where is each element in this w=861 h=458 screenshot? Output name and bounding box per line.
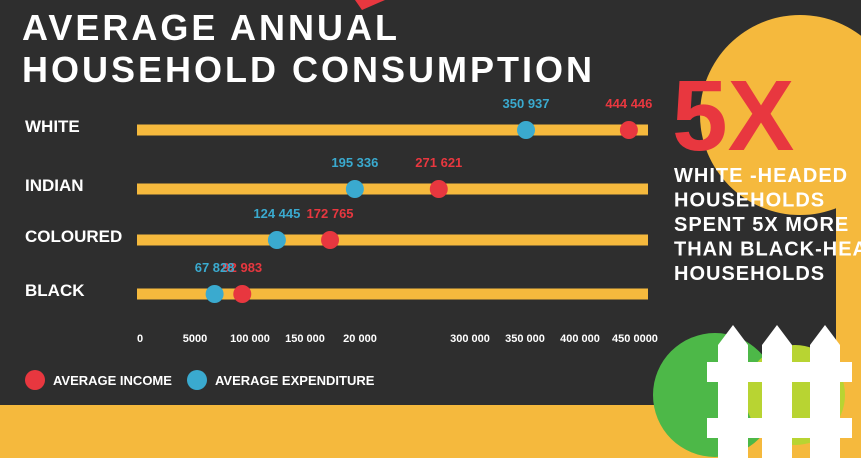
x-tick-label: 400 000 [560, 333, 600, 345]
dot [346, 180, 364, 198]
category-label: INDIAN [25, 176, 84, 195]
x-tick-label: 100 000 [230, 333, 270, 345]
dot [321, 231, 339, 249]
dot [620, 121, 638, 139]
data-label: 350 937 [503, 96, 550, 111]
x-tick-label: 150 000 [285, 333, 325, 345]
x-tick-label: 20 000 [343, 333, 377, 345]
legend-marker [25, 370, 45, 390]
callout-text: THAN BLACK-HEADED [674, 239, 861, 261]
track [137, 235, 648, 246]
infographic: AVERAGE ANNUAL HOUSEHOLD CONSUMPTION 5X … [0, 0, 861, 458]
chart-title: HOUSEHOLD CONSUMPTION [22, 49, 595, 90]
data-label: 444 446 [605, 96, 652, 111]
dot [233, 285, 251, 303]
x-tick-label: 450 0000 [612, 333, 658, 345]
track [137, 125, 648, 136]
callout-big: 5X [672, 60, 794, 172]
x-tick-label: 5000 [183, 333, 207, 345]
callout-text: HOUSEHOLDS [674, 190, 825, 212]
fence [707, 325, 852, 458]
data-label: 124 445 [253, 206, 300, 221]
callout-text: HOUSEHOLDS [674, 263, 825, 285]
category-label: WHITE [25, 117, 80, 136]
x-tick-label: 300 000 [450, 333, 490, 345]
callout-text: WHITE -HEADED [674, 165, 848, 187]
track [137, 184, 648, 195]
chart-title: AVERAGE ANNUAL [22, 7, 400, 48]
data-label: 67 828 [195, 260, 235, 275]
category-label: BLACK [25, 281, 85, 300]
data-label: 172 765 [307, 206, 354, 221]
x-tick-label: 0 [137, 333, 143, 345]
dot [517, 121, 535, 139]
data-label: 271 621 [415, 155, 462, 170]
callout-text: SPENT 5X MORE [674, 214, 849, 236]
category-label: COLOURED [25, 227, 122, 246]
dot [268, 231, 286, 249]
legend-marker [187, 370, 207, 390]
legend-label: AVERAGE EXPENDITURE [215, 373, 375, 388]
data-label: 195 336 [331, 155, 378, 170]
dot [430, 180, 448, 198]
legend-label: AVERAGE INCOME [53, 373, 172, 388]
dot [206, 285, 224, 303]
x-tick-label: 350 000 [505, 333, 545, 345]
